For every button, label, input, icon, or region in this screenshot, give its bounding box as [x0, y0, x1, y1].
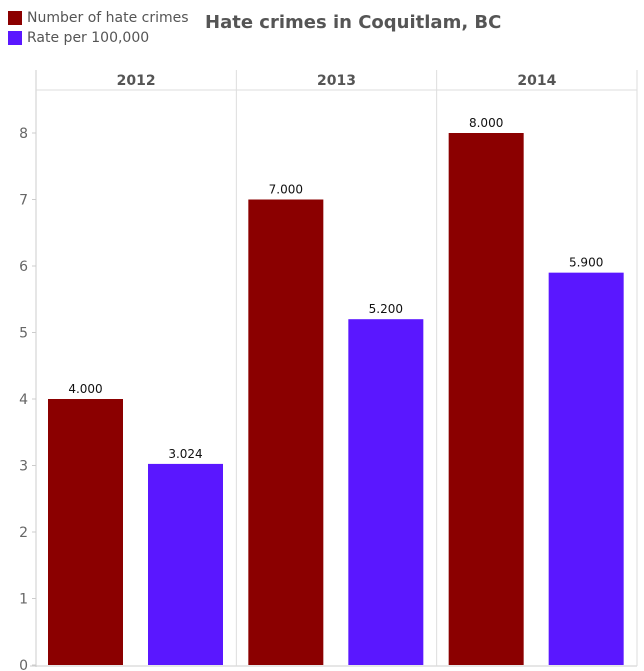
legend-swatch: [8, 11, 22, 25]
y-tick-label: 5: [19, 326, 28, 342]
legend-swatch: [8, 31, 22, 45]
legend: Number of hate crimes Rate per 100,000: [8, 8, 189, 48]
panel-header: 2012: [117, 73, 156, 89]
bar: [248, 199, 324, 665]
data-label: 4.000: [68, 382, 102, 396]
y-tick-label: 0: [19, 658, 28, 671]
bar: [348, 319, 424, 665]
legend-item-count[interactable]: Number of hate crimes: [8, 8, 189, 28]
chart-title: Hate crimes in Coquitlam, BC: [205, 12, 502, 33]
data-label: 8.000: [469, 116, 503, 130]
data-label: 7.000: [269, 183, 303, 197]
y-tick-label: 8: [19, 126, 28, 142]
y-tick-label: 6: [19, 259, 28, 275]
data-label: 5.900: [569, 256, 603, 270]
panel-header: 2013: [317, 73, 356, 89]
data-label: 5.200: [369, 302, 403, 316]
bar: [448, 133, 524, 665]
y-tick-label: 7: [19, 193, 28, 209]
y-tick-label: 4: [19, 392, 28, 408]
legend-label: Number of hate crimes: [27, 10, 189, 26]
bar: [148, 463, 223, 665]
y-tick-label: 2: [19, 525, 28, 541]
data-label: 3.024: [168, 447, 202, 461]
bar: [548, 272, 624, 665]
bar: [48, 399, 123, 665]
legend-item-rate[interactable]: Rate per 100,000: [8, 28, 189, 48]
panel-header: 2014: [517, 73, 556, 89]
legend-label: Rate per 100,000: [27, 30, 150, 46]
y-tick-label: 3: [19, 459, 28, 475]
y-tick-label: 1: [19, 592, 28, 608]
